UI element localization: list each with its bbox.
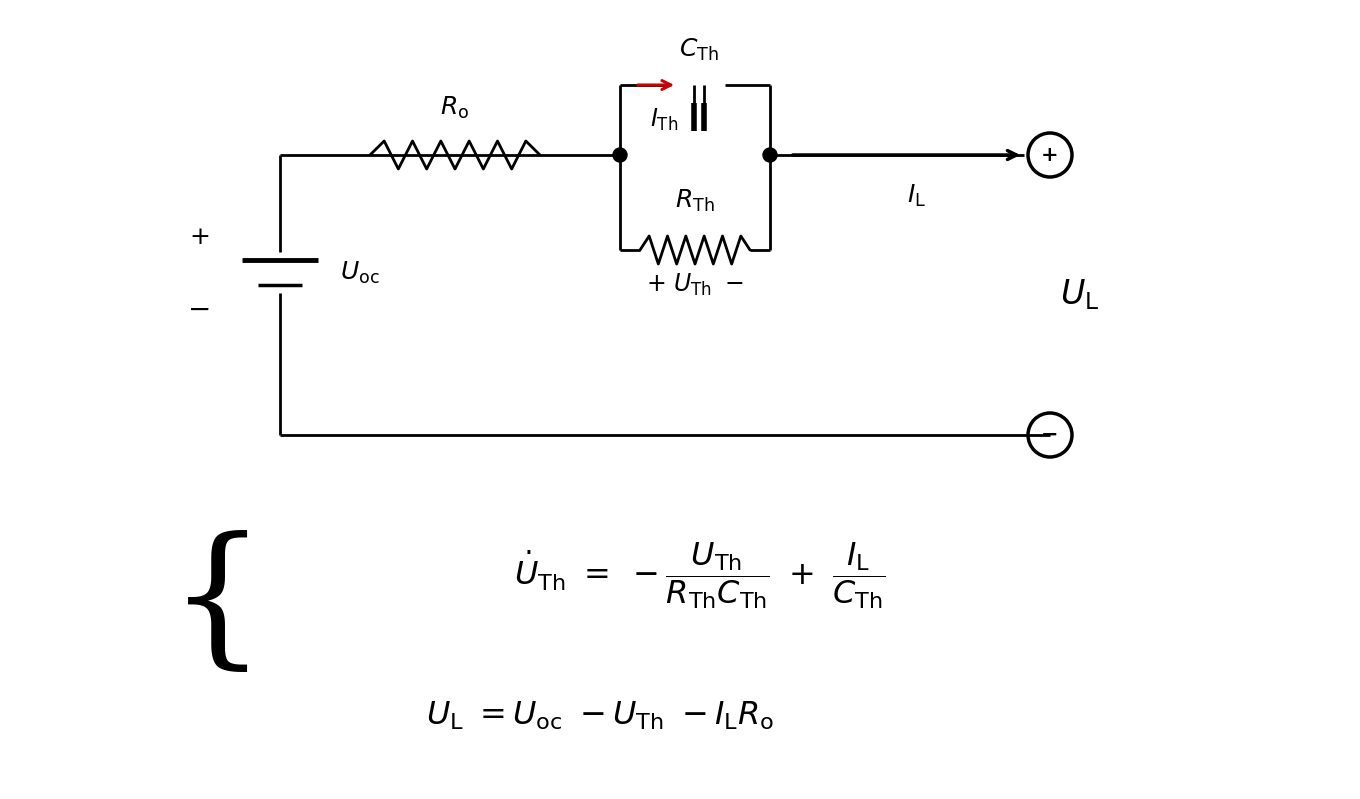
Text: $I_{\mathrm{L}}$: $I_{\mathrm{L}}$ [907, 183, 926, 209]
Circle shape [763, 148, 777, 162]
Text: $U_{\mathrm{oc}}$: $U_{\mathrm{oc}}$ [340, 260, 379, 285]
Text: +: + [1042, 145, 1059, 165]
Text: −: − [1042, 425, 1058, 445]
Text: $R_{\mathrm{Th}}$: $R_{\mathrm{Th}}$ [675, 188, 715, 214]
Text: $R_{\mathrm{o}}$: $R_{\mathrm{o}}$ [441, 95, 469, 121]
Text: $+\ U_{\mathrm{Th}}\ -$: $+\ U_{\mathrm{Th}}\ -$ [646, 272, 744, 298]
Circle shape [613, 148, 627, 162]
Text: −: − [189, 296, 212, 324]
Text: $U_{\mathrm{L}}$: $U_{\mathrm{L}}$ [1061, 277, 1100, 312]
Text: $I_{\mathrm{Th}}$: $I_{\mathrm{Th}}$ [650, 107, 679, 133]
Text: +: + [189, 226, 211, 249]
Text: $U_{\mathrm{L}}\ =U_{\mathrm{oc}}\ -U_{\mathrm{Th}}\ -I_{\mathrm{L}}R_{\mathrm{o: $U_{\mathrm{L}}\ =U_{\mathrm{oc}}\ -U_{\… [426, 700, 774, 733]
Text: $\dot{U}_{\mathrm{Th}}\ =\ -\dfrac{U_{\mathrm{Th}}}{R_{\mathrm{Th}}C_{\mathrm{Th: $\dot{U}_{\mathrm{Th}}\ =\ -\dfrac{U_{\m… [514, 540, 885, 610]
Text: $C_{\mathrm{Th}}$: $C_{\mathrm{Th}}$ [679, 37, 719, 63]
Text: {: { [170, 531, 267, 679]
